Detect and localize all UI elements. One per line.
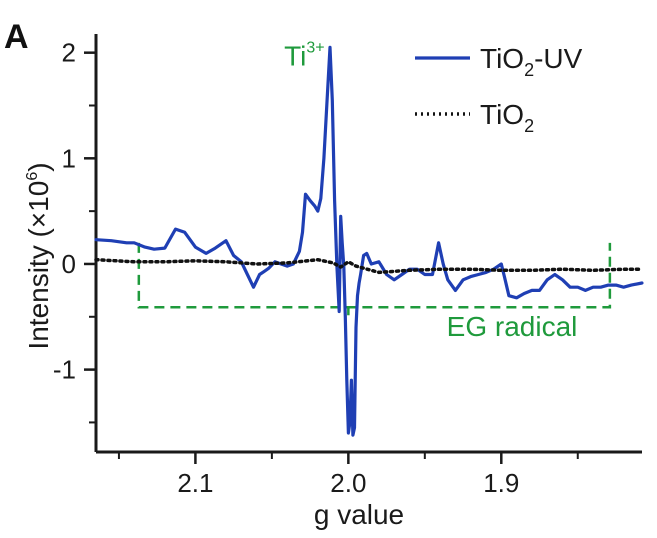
eg-radical-bracket bbox=[137, 242, 612, 316]
series-layer bbox=[94, 45, 644, 437]
y-axis-title-times: × bbox=[23, 212, 54, 228]
bracket-outline bbox=[137, 242, 612, 309]
eg-radical-annotation: EG radical bbox=[447, 311, 578, 342]
y-axis-title: Intensity (×106) bbox=[23, 162, 54, 349]
x-tick-label: 2.1 bbox=[177, 468, 213, 498]
y-tick-label: 1 bbox=[62, 143, 76, 173]
legend-label-suffix: -UV bbox=[534, 43, 583, 74]
y-tick-label: 2 bbox=[62, 38, 76, 68]
legend-label-subscript: 2 bbox=[524, 116, 534, 136]
y-axis-title-main: Intensity ( bbox=[23, 228, 54, 350]
y-axis-title-base: 10 bbox=[23, 181, 54, 212]
ti3-annotation-base: Ti bbox=[284, 40, 306, 71]
legend-label-base: TiO bbox=[480, 43, 524, 74]
axes bbox=[94, 34, 642, 454]
y-axis-title-close: ) bbox=[23, 162, 54, 171]
ti3-annotation-superscript: 3+ bbox=[306, 39, 324, 56]
ti3-annotation: Ti3+ bbox=[284, 39, 325, 71]
tick-layer bbox=[84, 51, 579, 464]
legend-label-subscript: 2 bbox=[524, 60, 534, 80]
x-axis-title: g value bbox=[314, 499, 404, 530]
legend-label-base: TiO bbox=[480, 99, 524, 130]
series-line-tio2 bbox=[94, 257, 644, 275]
legend-label-tio2: TiO2 bbox=[480, 99, 534, 136]
y-axis-title-exponent: 6 bbox=[24, 172, 41, 181]
y-tick-label: 0 bbox=[62, 249, 76, 279]
x-tick-label: 1.9 bbox=[483, 468, 519, 498]
x-tick-label: 2.0 bbox=[330, 468, 366, 498]
panel-label: A bbox=[4, 18, 29, 56]
legend-label-tio2-uv: TiO2-UV bbox=[480, 43, 583, 80]
series-line-tio2-uv bbox=[94, 45, 644, 437]
y-tick-label: -1 bbox=[53, 355, 76, 385]
